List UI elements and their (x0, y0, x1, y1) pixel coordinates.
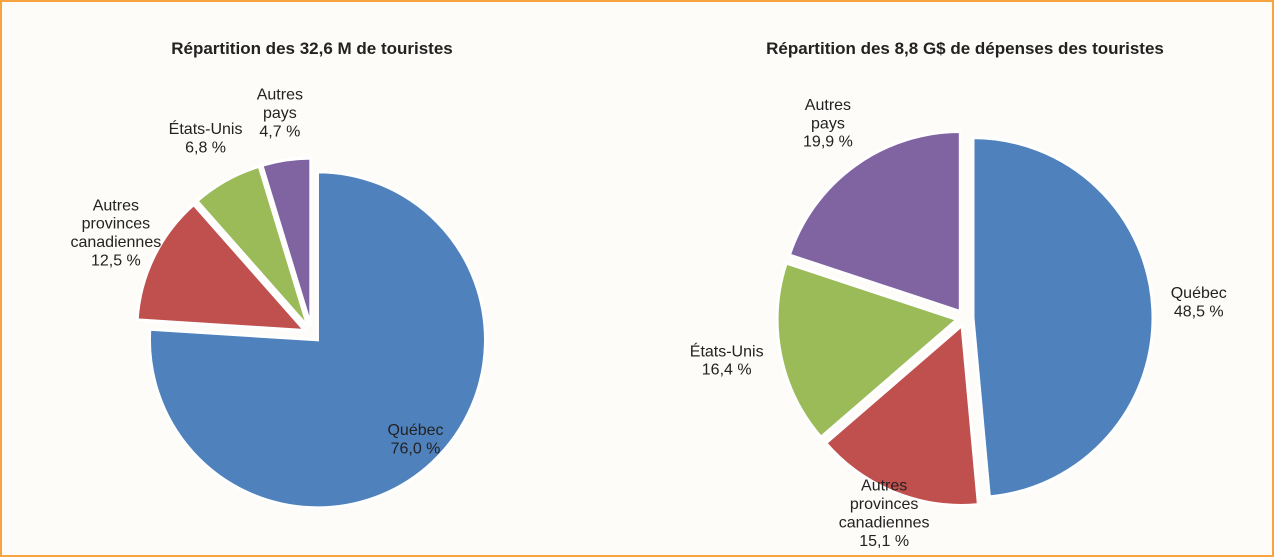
slice-value-label: 76,0 % (391, 440, 441, 457)
slice-value-label: 16,4 % (702, 362, 752, 379)
pie-slice (787, 130, 962, 314)
slice-category: Québec (387, 422, 443, 439)
label-line: Québec (1171, 285, 1227, 302)
label-line: États-Unis (690, 341, 764, 360)
chart-title: Répartition des 32,6 M de touristes (171, 39, 453, 58)
slice-category: États-Unis (169, 119, 243, 138)
pie-slice (971, 136, 1155, 499)
pie-slice (135, 202, 309, 333)
slice-value-label: 15,1 % (859, 533, 909, 550)
pie-slice (147, 170, 487, 510)
label-line: Autres (257, 87, 303, 104)
label-line: canadiennes (70, 234, 161, 251)
slice-category: Québec (1171, 285, 1227, 302)
label-line: provinces (850, 496, 918, 513)
slice-category: Autres provinces canadiennes (839, 478, 930, 532)
label-line: pays (811, 115, 845, 132)
label-line: Autres (805, 97, 851, 114)
slice-value-label: 48,5 % (1174, 304, 1224, 321)
label-line: provinces (82, 216, 150, 233)
chart-title: Répartition des 8,8 G$ de dépenses des t… (766, 39, 1164, 58)
label-line: Autres (93, 197, 139, 214)
slice-value-label: 6,8 % (185, 139, 226, 156)
label-line: États-Unis (169, 119, 243, 138)
slice-value-label: 4,7 % (259, 123, 300, 140)
pie-slice (260, 156, 313, 327)
slice-category: Autres pays (805, 97, 851, 132)
slice-value-label: 12,5 % (91, 253, 141, 270)
label-line: Québec (387, 422, 443, 439)
label-line: pays (263, 105, 297, 122)
slice-category: États-Unis (690, 341, 764, 360)
pie-slice (194, 164, 310, 329)
slice-value-label: 19,9 % (803, 134, 853, 151)
pie-slice (775, 261, 961, 440)
label-line: canadiennes (839, 514, 930, 531)
label-line: Autres (861, 478, 907, 495)
pie-slice (823, 322, 981, 507)
slice-category: Autres pays (257, 87, 303, 122)
slice-category: Autres provinces canadiennes (70, 197, 161, 251)
